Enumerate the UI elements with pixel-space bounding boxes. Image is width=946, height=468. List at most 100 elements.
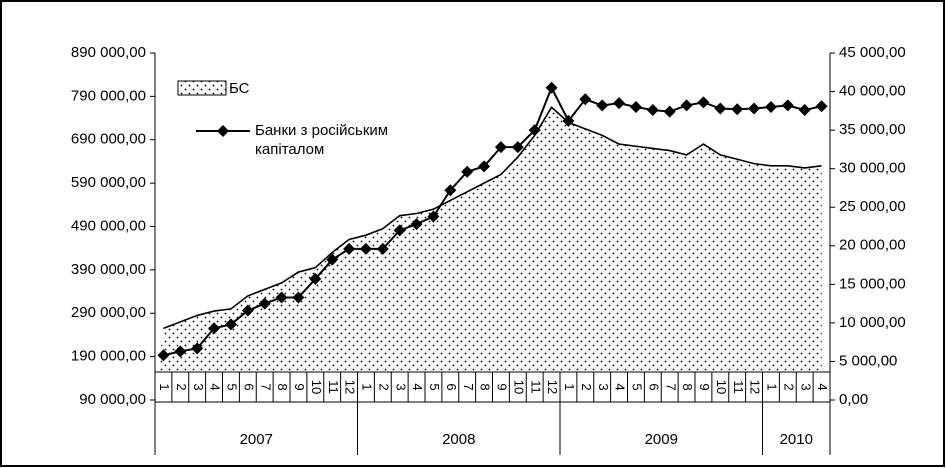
x-tick-label: 2 (376, 383, 391, 390)
marker (208, 322, 221, 335)
marker (646, 104, 659, 117)
x-tick-label: 10 (511, 380, 526, 394)
x-tick-label: 7 (461, 383, 476, 390)
marker (815, 100, 828, 113)
x-tick-label: 6 (444, 383, 459, 390)
marker (613, 97, 626, 110)
marker (326, 253, 339, 266)
x-tick-label: 10 (309, 380, 324, 394)
y-tick-label: 790 000,00 (71, 87, 146, 104)
group-label: 2008 (442, 431, 475, 448)
y2-tick-label: 5 000,00 (839, 352, 897, 369)
marker (680, 99, 693, 112)
marker (427, 210, 440, 223)
marker (545, 81, 558, 94)
marker (579, 93, 592, 106)
y2-tick-label: 0,00 (839, 391, 868, 408)
x-tick-label: 11 (528, 380, 543, 394)
x-tick-label: 10 (714, 380, 729, 394)
x-tick-label: 3 (798, 383, 813, 390)
x-tick-label: 1 (562, 383, 577, 390)
legend-swatch (177, 80, 227, 96)
x-tick-label: 5 (225, 383, 240, 390)
marker (393, 224, 406, 237)
marker (511, 141, 524, 154)
y2-tick-label: 10 000,00 (839, 314, 906, 331)
x-tick-label: 4 (815, 383, 830, 390)
y-tick-label: 890 000,00 (71, 44, 146, 61)
marker (157, 349, 170, 362)
x-tick-label: 6 (241, 383, 256, 390)
marker (224, 318, 237, 331)
area (158, 107, 822, 372)
area-line (163, 105, 822, 330)
marker (241, 304, 254, 317)
marker (359, 242, 372, 255)
x-tick-label: 4 (613, 383, 628, 390)
marker (461, 165, 474, 178)
x-tick-label: 4 (208, 383, 223, 390)
x-tick-label: 5 (630, 383, 645, 390)
x-tick-label: 11 (731, 380, 746, 394)
group-label: 2007 (240, 431, 273, 448)
marker (309, 272, 322, 285)
x-tick-label: 4 (410, 383, 425, 390)
y2-tick-label: 20 000,00 (839, 237, 906, 254)
marker (731, 103, 744, 116)
marker (376, 242, 389, 255)
x-tick-label: 1 (765, 383, 780, 390)
x-tick-label: 6 (646, 383, 661, 390)
marker (292, 291, 305, 304)
x-tick-label: 12 (545, 380, 560, 394)
x-tick-label: 12 (343, 380, 358, 394)
marker (174, 345, 187, 358)
y2-tick-label: 15 000,00 (839, 275, 906, 292)
marker (764, 100, 777, 113)
marker (629, 100, 642, 113)
y-tick-label: 190 000,00 (71, 348, 146, 365)
marker (781, 99, 794, 112)
x-tick-label: 3 (191, 383, 206, 390)
marker (697, 96, 710, 109)
y2-tick-label: 45 000,00 (839, 44, 906, 61)
x-tick-label: 7 (258, 383, 273, 390)
y-tick-label: 590 000,00 (71, 174, 146, 191)
legend-label: БС (229, 80, 250, 97)
x-tick-label: 5 (427, 383, 442, 390)
x-tick-label: 9 (697, 383, 712, 390)
y2-tick-label: 40 000,00 (839, 83, 906, 100)
marker (748, 102, 761, 115)
legend-marker (217, 125, 229, 137)
x-tick-label: 2 (579, 383, 594, 390)
marker (714, 102, 727, 115)
group-label: 2009 (645, 431, 678, 448)
x-tick-label: 2 (781, 383, 796, 390)
marker (494, 141, 507, 154)
marker (798, 104, 811, 117)
marker (528, 124, 541, 137)
marker (343, 242, 356, 255)
x-tick-label: 1 (360, 383, 375, 390)
y-tick-label: 290 000,00 (71, 304, 146, 321)
marker (663, 105, 676, 118)
x-tick-label: 9 (292, 383, 307, 390)
group-label: 2010 (780, 431, 813, 448)
x-tick-label: 7 (663, 383, 678, 390)
y2-tick-label: 25 000,00 (839, 198, 906, 215)
marker (191, 342, 204, 355)
x-tick-label: 12 (748, 380, 763, 394)
marker (258, 297, 271, 310)
x-tick-label: 11 (326, 380, 341, 394)
x-tick-label: 3 (393, 383, 408, 390)
marker (562, 114, 575, 127)
line (163, 85, 822, 357)
x-tick-label: 1 (157, 383, 172, 390)
y-tick-label: 490 000,00 (71, 217, 146, 234)
x-tick-label: 9 (495, 383, 510, 390)
marker (410, 218, 423, 231)
marker (478, 160, 491, 173)
x-tick-label: 8 (478, 383, 493, 390)
